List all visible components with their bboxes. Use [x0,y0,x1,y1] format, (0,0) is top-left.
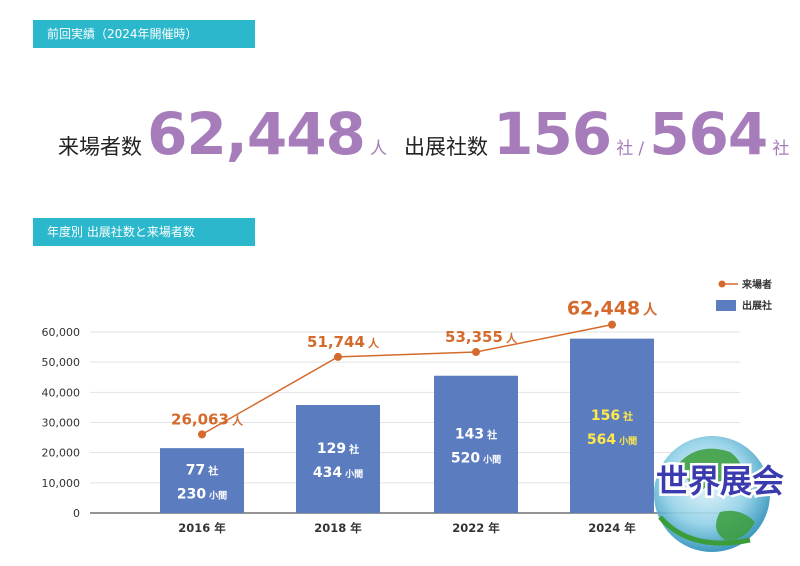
bar-booth-label: 230 小間 [177,487,227,503]
bar-company-label: 156 社 [591,408,633,424]
x-tick-label: 2018 年 [314,521,362,535]
stats-row: 来場者数 62,448 人 出展社数 156 社 / 564 社 [0,100,800,170]
x-tick-label: 2024 年 [588,521,636,535]
visitor-point [334,352,342,361]
visitor-data-label: 53,355 人 [445,328,518,346]
exhibitors-value: 156 [493,100,612,168]
legend-visitors-label: 来場者 [741,278,772,291]
x-tick-label: 2016 年 [178,521,226,535]
legend-exhibitors-label: 出展社 [742,299,772,312]
visitor-data-label: 51,744 人 [307,333,380,351]
yearly-chart: 0 10,000 20,000 30,000 40,000 50,000 60,000 77 社… [42,278,773,535]
visitor-line [201,323,613,436]
exhibitors-stat: 出展社数 156 社 / 564 社 [404,100,789,168]
y-tick-label: 60,000 [42,326,81,339]
legend-bar-swatch [716,300,736,311]
visitors-stat: 来場者数 62,448 人 [58,100,387,168]
yearly-label: 年度別 出展社数と来場者数 [33,218,255,246]
bar [160,448,244,513]
booths-value: 564 [649,100,768,168]
bar-company-label: 129 社 [317,441,359,457]
visitors-unit: 人 [370,139,388,159]
bar-booth-label: 434 小間 [313,465,363,481]
visitor-data-label: 62,448 人 [567,298,658,320]
y-tick-label: 40,000 [42,386,81,399]
y-tick-label: 20,000 [42,447,81,460]
bar-company-label: 143 社 [455,426,497,442]
exhibitors-caption: 出展社数 [404,135,488,159]
visitor-point [472,348,480,357]
y-tick-label: 50,000 [42,356,81,369]
bar-booth-label: 520 小間 [451,450,501,466]
visitor-data-label: 26,063 人 [171,410,244,428]
exhibitors-unit: 社 [616,139,634,159]
bar [296,405,380,513]
y-tick-label: 30,000 [42,417,81,430]
visitor-point [198,430,206,439]
visitor-point [608,320,616,329]
legend-line-marker [718,280,726,288]
y-tick-label: 10,000 [42,477,81,490]
world-expo-logo: 世界展会 [640,422,800,562]
logo-text: 世界展会 [656,462,784,500]
x-tick-label: 2022 年 [452,521,500,535]
bar [570,338,654,513]
bar-company-label: 77 社 [186,463,218,479]
previous-results-label: 前回実績（2024年開催時） [33,20,255,48]
exhibitors-separator: / [638,139,645,159]
visitors-caption: 来場者数 [58,135,142,159]
bar [434,375,518,513]
visitors-value: 62,448 [147,100,366,168]
y-tick-label: 0 [73,507,80,520]
booths-unit: 社 [772,139,790,159]
bar-booth-label: 564 小間 [587,432,637,448]
